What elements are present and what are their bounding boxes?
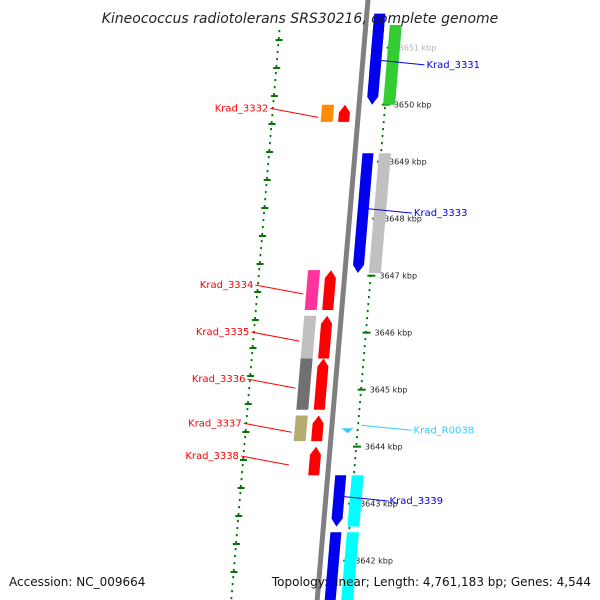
scale-tick-label: 3646 kbp xyxy=(375,329,413,338)
gene-label: Krad_R0038 xyxy=(414,425,475,436)
label-leader-line xyxy=(247,378,296,389)
label-leader-line xyxy=(270,107,319,118)
scale-tick-label: 3642 kbp xyxy=(355,557,393,566)
cog-category-box xyxy=(300,315,317,359)
cog-category-box xyxy=(320,104,335,122)
cog-category-box xyxy=(341,532,359,600)
scale-tick-label: 3650 kbp xyxy=(394,101,432,110)
gene-label: Krad_3334 xyxy=(200,280,254,291)
genome-summary-text: Topology: linear; Length: 4,761,183 bp; … xyxy=(271,575,591,589)
label-leader-line xyxy=(374,59,425,66)
label-leader-line xyxy=(240,455,290,466)
map-title: Kineococcus radiotolerans SRS30216, comp… xyxy=(102,11,499,27)
gene-label: Krad_3336 xyxy=(192,374,246,385)
genome-axis xyxy=(314,0,371,600)
scale-tick-label: 3643 kbp xyxy=(360,500,398,509)
gene-labels: Krad_3331 Krad_3332 Krad_3333 Krad_3334 Krad… xyxy=(185,59,480,507)
label-leader-line xyxy=(255,284,304,295)
label-leader-line xyxy=(251,331,300,342)
forward-gene-arrow xyxy=(311,415,324,442)
gene-label: Krad_3331 xyxy=(426,60,480,71)
forward-gene-arrow xyxy=(338,104,350,122)
forward-gene-arrow xyxy=(318,315,333,359)
cog-category-box xyxy=(304,270,321,310)
label-leader-line xyxy=(361,207,412,214)
gene-label: Krad_3338 xyxy=(185,451,239,462)
forward-gene-arrow xyxy=(313,358,329,410)
cog-category-box xyxy=(296,358,313,410)
scale-tick-label: 3649 kbp xyxy=(389,158,427,167)
cog-category-box xyxy=(293,415,308,442)
cog-category-box xyxy=(383,25,402,105)
cog-category-box xyxy=(368,153,391,273)
scale-tick-label: 3645 kbp xyxy=(370,386,408,395)
cog-category-box xyxy=(347,475,364,527)
gene-label: Krad_3339 xyxy=(390,496,444,507)
reverse-gene-arrow xyxy=(324,532,342,600)
gene-label: Krad_3332 xyxy=(215,103,269,114)
label-leader-line xyxy=(361,424,412,431)
forward-gene-arrow xyxy=(308,446,321,476)
accession-text: Accession: NC_009664 xyxy=(9,575,145,589)
gene-features xyxy=(293,13,402,600)
gene-label: Krad_3333 xyxy=(414,208,468,219)
label-leader-line xyxy=(337,495,388,502)
gene-label: Krad_3337 xyxy=(188,418,242,429)
scale-tick-label: 3648 kbp xyxy=(384,215,422,224)
rna-gene-marker xyxy=(341,428,354,434)
scale-tick-label: 3647 kbp xyxy=(379,272,417,281)
label-leader-line xyxy=(243,422,292,433)
genome-axis-group xyxy=(314,0,371,600)
reverse-gene-arrow xyxy=(353,153,374,273)
scale-tick-label: 3651 kbp xyxy=(399,44,437,53)
reverse-gene-arrow xyxy=(369,13,386,83)
forward-gene-arrow xyxy=(322,270,336,310)
scale-tick-label: 3644 kbp xyxy=(365,443,403,452)
reverse-gene-arrow xyxy=(331,475,347,527)
gene-label: Krad_3335 xyxy=(196,327,250,338)
